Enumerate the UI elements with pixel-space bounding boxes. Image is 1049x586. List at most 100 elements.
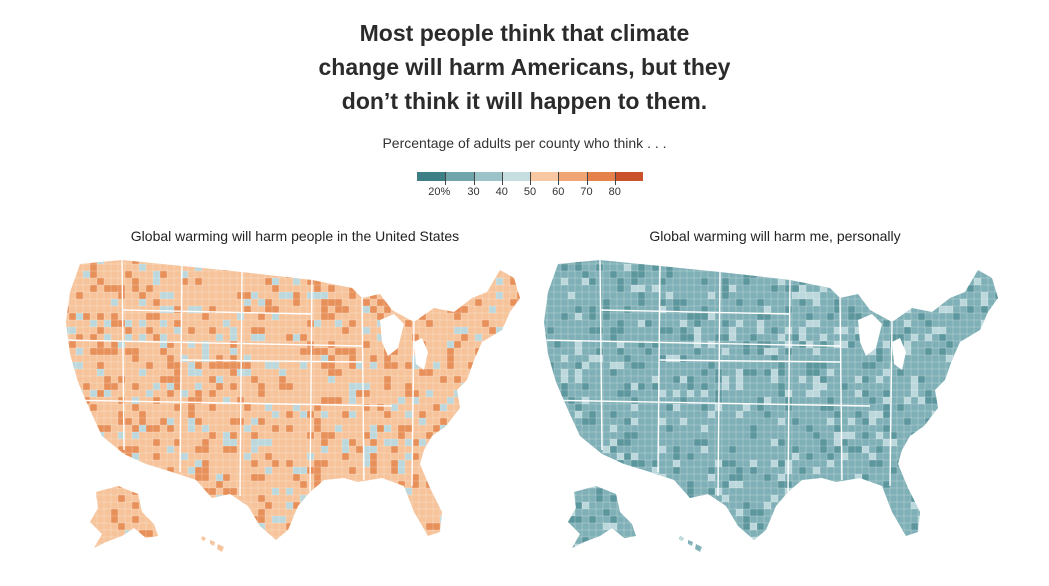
legend-tick <box>530 172 531 185</box>
county-cell <box>342 439 349 446</box>
county-cell <box>820 362 827 369</box>
county-cell <box>90 285 97 292</box>
county-cell <box>883 397 890 404</box>
county-cell <box>496 537 503 544</box>
county-cell <box>153 278 160 285</box>
county-cell <box>960 530 967 537</box>
county-cell <box>160 376 167 383</box>
county-cell <box>932 264 939 271</box>
county-cell <box>384 481 391 488</box>
county-cell <box>447 362 454 369</box>
county-cell <box>405 390 412 397</box>
county-cell <box>764 502 771 509</box>
county-cell <box>174 362 181 369</box>
county-cell <box>328 432 335 439</box>
county-cell <box>813 299 820 306</box>
county-cell <box>911 551 918 552</box>
county-cell <box>904 285 911 292</box>
county-cell <box>139 411 146 418</box>
county-cell <box>554 544 561 551</box>
county-cell <box>673 502 680 509</box>
county-cell <box>209 432 216 439</box>
county-cell <box>687 383 694 390</box>
county-cell <box>694 320 701 327</box>
county-cell <box>946 467 953 474</box>
county-cell <box>531 348 537 355</box>
county-cell <box>258 516 265 523</box>
county-cell <box>610 446 617 453</box>
county-cell <box>596 537 603 544</box>
county-cell <box>510 460 517 467</box>
county-cell <box>869 453 876 460</box>
state-border <box>599 260 603 451</box>
county-cell <box>771 439 778 446</box>
county-cell <box>160 341 167 348</box>
county-cell <box>981 341 988 348</box>
county-cell <box>778 418 785 425</box>
county-cell <box>687 313 694 320</box>
county-cell <box>195 264 202 271</box>
county-cell <box>988 334 995 341</box>
county-cell <box>890 467 897 474</box>
county-cell <box>307 278 314 285</box>
county-cell <box>673 376 680 383</box>
county-cell <box>568 439 575 446</box>
county-cell <box>981 348 988 355</box>
county-cell <box>132 446 139 453</box>
county-cell <box>202 523 209 530</box>
county-cell <box>181 495 188 502</box>
county-cell <box>314 467 321 474</box>
county-cell <box>960 404 967 411</box>
county-cell <box>932 523 939 530</box>
county-cell <box>939 348 946 355</box>
county-cell <box>300 260 307 264</box>
county-cell <box>638 320 645 327</box>
county-cell <box>426 390 433 397</box>
county-cell <box>300 250 307 257</box>
county-cell <box>799 285 806 292</box>
county-cell <box>589 411 596 418</box>
county-cell <box>349 264 356 271</box>
county-cell <box>925 320 932 327</box>
county-cell <box>631 460 638 467</box>
county-cell <box>666 264 673 271</box>
county-cell <box>300 411 307 418</box>
county-cell <box>932 411 939 418</box>
county-cell <box>531 446 537 453</box>
county-cell <box>384 544 391 551</box>
county-cell <box>883 404 890 411</box>
county-cell <box>813 348 820 355</box>
county-cell <box>496 278 503 285</box>
county-cell <box>482 320 489 327</box>
county-cell <box>953 516 960 523</box>
county-cell <box>230 369 237 376</box>
county-cell <box>272 278 279 285</box>
county-cell <box>918 481 925 488</box>
county-cell <box>489 411 496 418</box>
county-cell <box>757 299 764 306</box>
county-cell <box>314 348 321 355</box>
county-cell <box>575 446 582 453</box>
county-cell <box>118 481 125 488</box>
county-cell <box>188 495 195 502</box>
county-cell <box>272 285 279 292</box>
legend-label: 80 <box>608 186 621 198</box>
county-cell <box>813 432 820 439</box>
county-cell <box>547 376 554 383</box>
county-cell <box>216 362 223 369</box>
county-cell <box>307 292 314 299</box>
county-cell <box>813 376 820 383</box>
county-cell <box>799 278 806 285</box>
county-cell <box>391 460 398 467</box>
county-cell <box>645 348 652 355</box>
county-cell <box>349 260 356 264</box>
county-cell <box>209 488 216 495</box>
county-cell <box>188 327 195 334</box>
county-cell <box>69 523 76 530</box>
county-cell <box>412 271 419 278</box>
county-cell <box>223 362 230 369</box>
county-cell <box>90 404 97 411</box>
county-cell <box>918 278 925 285</box>
county-cell <box>104 453 111 460</box>
county-cell <box>321 348 328 355</box>
